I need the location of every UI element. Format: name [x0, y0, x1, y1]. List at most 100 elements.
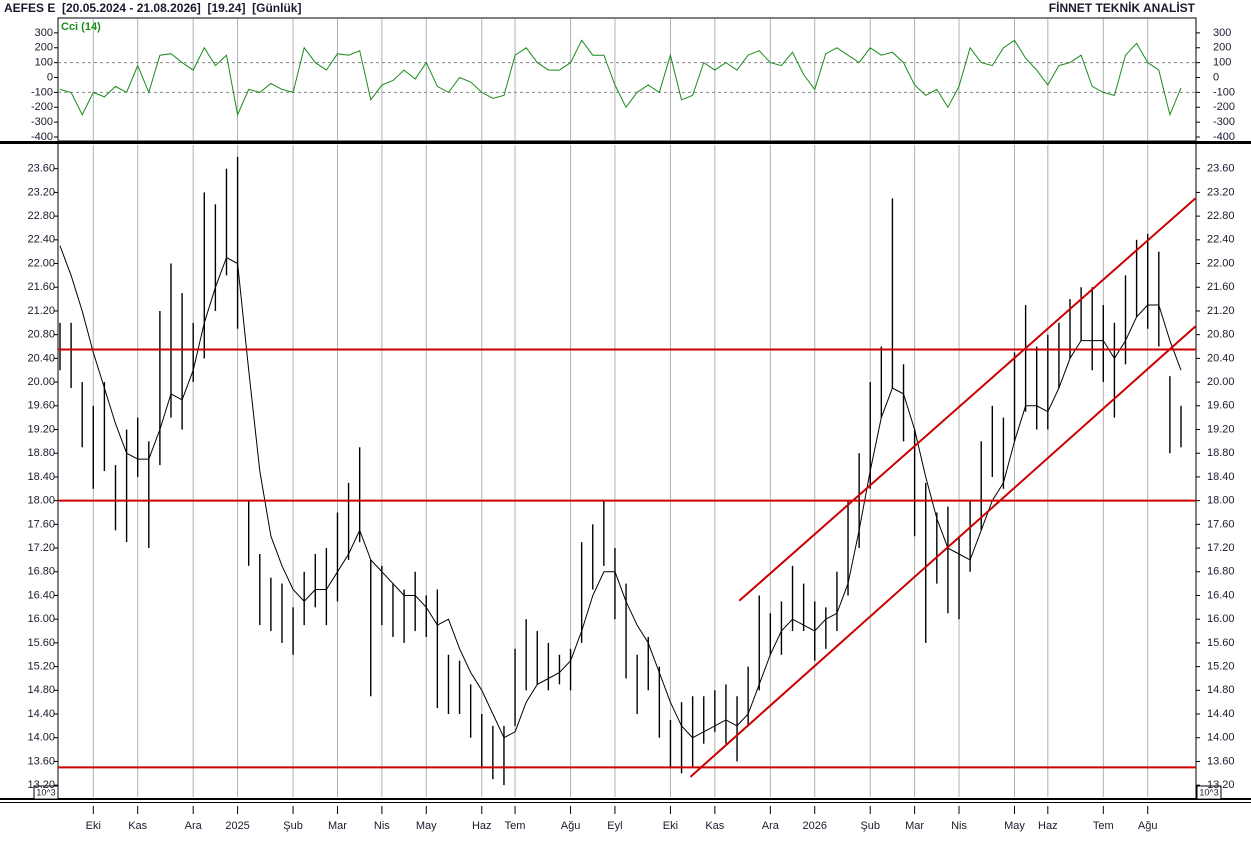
y-tick-label: -400 — [1213, 131, 1235, 143]
x-tick-label: Mar — [328, 820, 347, 832]
indicator-label: Cci (14) — [61, 21, 101, 33]
y-tick-label: 300 — [1213, 27, 1231, 39]
y-tick-label: 21.20 — [27, 305, 55, 317]
y-tick-label: 19.20 — [27, 423, 55, 435]
x-tick-label: May — [416, 820, 437, 832]
y-tick-label: 16.40 — [1207, 589, 1235, 601]
y-tick-label: -300 — [1213, 116, 1235, 128]
cci-line — [59, 39, 1182, 117]
y-tick-label: 16.40 — [27, 589, 55, 601]
y-tick-label: 13.20 — [1207, 779, 1235, 791]
y-tick-label: 100 — [35, 57, 53, 69]
y-tick-label: 17.20 — [27, 542, 55, 554]
y-tick-label: 200 — [35, 42, 53, 54]
y-tick-label: -100 — [31, 86, 53, 98]
y-tick-label: 20.80 — [27, 329, 55, 341]
y-tick-label: 14.40 — [27, 708, 55, 720]
y-tick-label: 15.60 — [1207, 637, 1235, 649]
x-tick-label: Tem — [1093, 820, 1114, 832]
y-tick-label: 100 — [1213, 57, 1231, 69]
y-tick-label: 19.60 — [1207, 400, 1235, 412]
chart-title: AEFES E [20.05.2024 - 21.08.2026] [19.24… — [4, 1, 301, 15]
trend-line — [689, 325, 1197, 778]
x-tick-label: 2025 — [225, 820, 249, 832]
y-tick-label: 16.80 — [27, 566, 55, 578]
y-tick-label: 20.40 — [1207, 352, 1235, 364]
bottom-rule — [0, 798, 1251, 800]
scale-note: 10^3 — [36, 787, 55, 797]
y-tick-label: 0 — [47, 71, 53, 83]
y-tick-label: 15.60 — [27, 637, 55, 649]
x-tick-label: Kas — [705, 820, 724, 832]
y-tick-label: 200 — [1213, 42, 1231, 54]
y-tick-label: -200 — [1213, 101, 1235, 113]
x-tick-label: Ağu — [561, 820, 581, 832]
y-tick-label: 19.20 — [1207, 423, 1235, 435]
y-tick-label: 18.80 — [27, 447, 55, 459]
y-tick-label: 22.40 — [1207, 234, 1235, 246]
y-tick-label: 13.60 — [1207, 755, 1235, 767]
panel-divider — [0, 141, 1251, 144]
y-tick-label: 14.40 — [1207, 708, 1235, 720]
y-tick-label: 14.00 — [27, 732, 55, 744]
x-tick-label: Eki — [86, 820, 101, 832]
y-tick-label: 15.20 — [1207, 661, 1235, 673]
y-tick-label: 23.60 — [1207, 163, 1235, 175]
x-tick-label: Ara — [762, 820, 780, 832]
y-tick-label: 20.80 — [1207, 329, 1235, 341]
y-tick-label: 23.20 — [27, 186, 55, 198]
y-tick-label: 16.00 — [27, 613, 55, 625]
y-tick-label: 20.00 — [27, 376, 55, 388]
y-tick-label: 22.80 — [1207, 210, 1235, 222]
y-tick-label: 17.20 — [1207, 542, 1235, 554]
x-tick-label: Ara — [185, 820, 203, 832]
x-tick-label: Kas — [128, 820, 147, 832]
y-tick-label: 0 — [1213, 71, 1219, 83]
scale-box — [33, 785, 59, 800]
x-tick-label: Haz — [1038, 820, 1058, 832]
y-tick-label: 18.80 — [1207, 447, 1235, 459]
bottom-rule — [0, 802, 1251, 803]
scale-note: 10^3 — [1199, 787, 1218, 797]
y-tick-label: 19.60 — [27, 400, 55, 412]
x-tick-label: 2026 — [802, 820, 826, 832]
x-tick-label: Mar — [905, 820, 924, 832]
x-tick-label: Şub — [283, 820, 303, 832]
y-tick-label: 22.40 — [27, 234, 55, 246]
y-tick-label: 18.40 — [1207, 471, 1235, 483]
y-tick-label: 18.00 — [27, 495, 55, 507]
y-tick-label: 20.40 — [27, 352, 55, 364]
y-tick-label: 13.60 — [27, 755, 55, 767]
y-tick-label: 21.60 — [1207, 281, 1235, 293]
y-tick-label: -400 — [31, 131, 53, 143]
y-tick-label: -300 — [31, 116, 53, 128]
y-tick-label: 14.00 — [1207, 732, 1235, 744]
y-tick-label: 22.00 — [27, 257, 55, 269]
y-tick-label: 15.20 — [27, 661, 55, 673]
trend-line — [738, 197, 1197, 602]
x-tick-label: Eyl — [607, 820, 622, 832]
x-tick-label: Eki — [663, 820, 678, 832]
scale-box — [1196, 785, 1222, 800]
x-tick-label: Tem — [505, 820, 526, 832]
y-tick-label: 300 — [35, 27, 53, 39]
y-tick-label: 23.60 — [27, 163, 55, 175]
y-tick-label: 21.20 — [1207, 305, 1235, 317]
y-tick-label: 14.80 — [27, 684, 55, 696]
y-tick-label: 14.80 — [1207, 684, 1235, 696]
x-tick-label: Haz — [472, 820, 492, 832]
y-tick-label: -200 — [31, 101, 53, 113]
y-tick-label: 21.60 — [27, 281, 55, 293]
y-tick-label: 18.00 — [1207, 495, 1235, 507]
y-tick-label: 23.20 — [1207, 186, 1235, 198]
y-tick-label: 22.80 — [27, 210, 55, 222]
y-tick-label: -100 — [1213, 86, 1235, 98]
x-tick-label: May — [1004, 820, 1025, 832]
x-tick-label: Nis — [374, 820, 390, 832]
y-tick-label: 22.00 — [1207, 257, 1235, 269]
x-tick-label: Şub — [860, 820, 880, 832]
y-tick-label: 16.00 — [1207, 613, 1235, 625]
